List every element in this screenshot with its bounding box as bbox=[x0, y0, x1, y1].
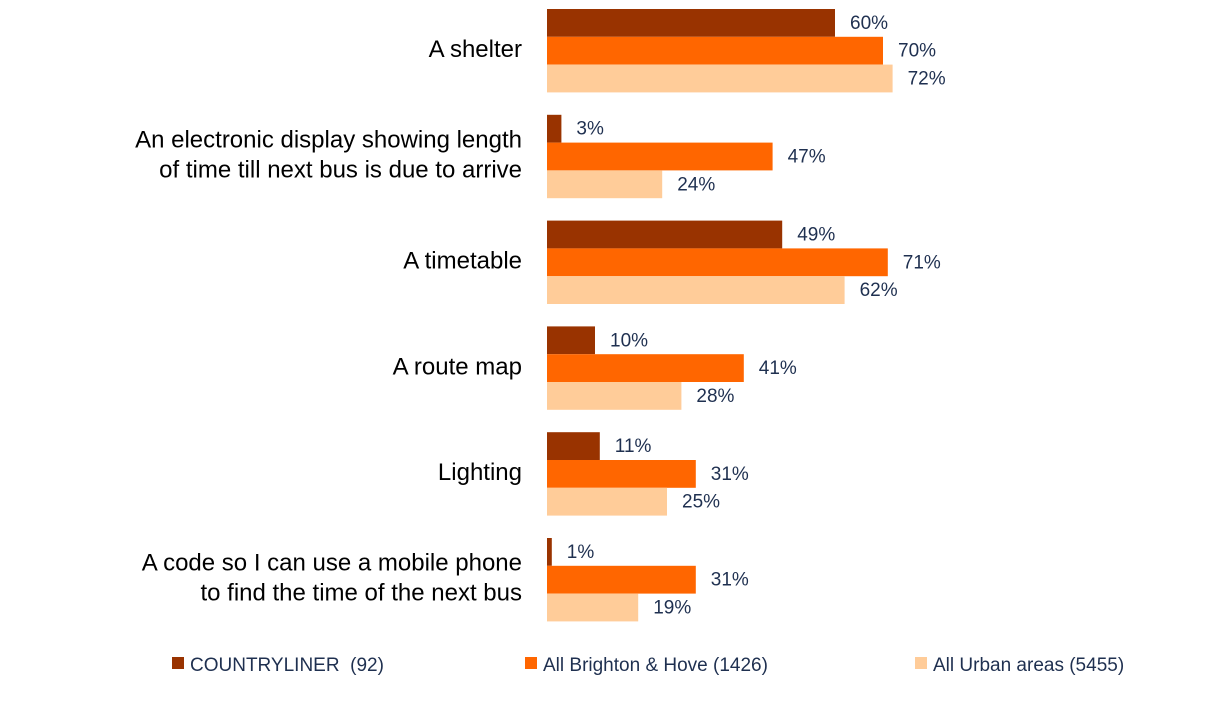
data-label: 3% bbox=[576, 119, 604, 140]
bar bbox=[547, 170, 663, 199]
data-label: 72% bbox=[908, 69, 946, 90]
bar bbox=[547, 64, 893, 93]
legend-swatch bbox=[915, 657, 927, 669]
bar bbox=[547, 354, 744, 382]
data-label: 19% bbox=[653, 598, 691, 619]
data-label: 24% bbox=[677, 174, 715, 195]
data-label: 31% bbox=[711, 464, 749, 485]
category-label: A timetable bbox=[403, 248, 522, 275]
bar bbox=[547, 538, 552, 566]
category-label: Lighting bbox=[438, 459, 522, 486]
bar bbox=[547, 36, 883, 65]
data-label: 1% bbox=[567, 542, 595, 563]
category-label: A shelter bbox=[429, 36, 522, 63]
legend-swatch bbox=[525, 657, 537, 669]
bar bbox=[547, 248, 888, 277]
data-label: 60% bbox=[850, 13, 888, 34]
legend-label: All Urban areas (5455) bbox=[933, 655, 1124, 676]
legend-label: COUNTRYLINER (92) bbox=[190, 655, 384, 676]
legend-label: All Brighton & Hove (1426) bbox=[543, 655, 768, 676]
bar bbox=[547, 460, 696, 488]
category-label: A route map bbox=[393, 353, 522, 380]
data-label: 49% bbox=[797, 225, 835, 246]
bar bbox=[547, 487, 667, 516]
category-label: A code so I can use a mobile phone to fin… bbox=[142, 550, 522, 607]
bar bbox=[547, 382, 682, 410]
bar bbox=[547, 432, 600, 460]
bar bbox=[547, 565, 696, 594]
bar bbox=[547, 220, 783, 249]
data-label: 11% bbox=[615, 436, 652, 457]
data-label: 41% bbox=[759, 358, 797, 379]
data-label: 31% bbox=[711, 570, 749, 591]
data-label: 47% bbox=[788, 147, 826, 168]
bar bbox=[547, 593, 639, 622]
legend-swatch bbox=[172, 657, 184, 669]
data-label: 70% bbox=[898, 41, 936, 62]
data-label: 28% bbox=[696, 386, 734, 407]
category-label: An electronic display showing length of t… bbox=[135, 127, 522, 184]
bar bbox=[547, 114, 562, 143]
data-label: 71% bbox=[903, 252, 941, 273]
bar bbox=[547, 276, 845, 304]
bar bbox=[547, 326, 595, 355]
data-label: 62% bbox=[860, 280, 898, 301]
data-label: 25% bbox=[682, 492, 720, 513]
bar bbox=[547, 9, 835, 37]
data-label: 10% bbox=[610, 330, 648, 351]
bar bbox=[547, 142, 773, 171]
